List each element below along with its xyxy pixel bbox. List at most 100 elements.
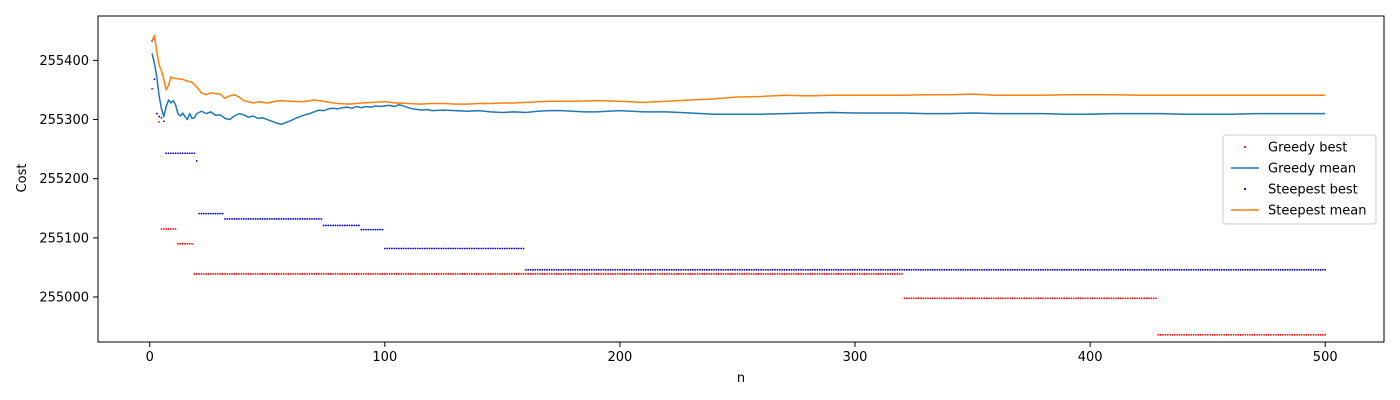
greedy-best-point (567, 273, 570, 275)
greedy-best-point (414, 273, 417, 275)
steepest-best-point (856, 268, 859, 271)
greedy-best-point (938, 297, 941, 300)
steepest-best-point (217, 212, 219, 215)
greedy-best-point (231, 273, 233, 275)
greedy-best-point (637, 273, 640, 275)
greedy-best-point (793, 273, 795, 275)
greedy-best-point (548, 273, 551, 275)
steepest-best-point (1274, 268, 1277, 271)
greedy-best-point (188, 242, 191, 245)
greedy-best-point (162, 228, 165, 230)
steepest-best-point (477, 247, 480, 250)
steepest-best-point (593, 268, 595, 271)
greedy-best-point (301, 273, 304, 275)
steepest-best-point (1185, 268, 1188, 271)
steepest-best-point (976, 268, 979, 271)
greedy-best-point (374, 273, 377, 275)
steepest-best-point (1289, 268, 1291, 271)
greedy-best-point (480, 273, 483, 275)
steepest-best-point (212, 212, 215, 215)
steepest-best-point (668, 268, 671, 271)
greedy-best-point (912, 297, 915, 300)
steepest-best-point (621, 268, 624, 271)
greedy-best-point (320, 273, 323, 275)
steepest-best-point (445, 247, 447, 250)
greedy-best-point (228, 273, 231, 275)
steepest-best-point (581, 268, 584, 271)
greedy-best-point (217, 273, 219, 275)
steepest-best-point (1286, 268, 1289, 271)
steepest-best-point (153, 78, 156, 81)
greedy-best-point (202, 273, 205, 275)
steepest-best-point (1244, 268, 1247, 271)
greedy-best-point (978, 297, 981, 300)
greedy-best-point (360, 273, 363, 275)
steepest-best-point (945, 268, 948, 271)
steepest-best-point (1025, 268, 1028, 271)
steepest-best-point (649, 268, 652, 271)
greedy-best-point (256, 273, 259, 275)
steepest-best-point (179, 152, 182, 155)
steepest-best-point (814, 268, 816, 271)
steepest-best-point (1298, 268, 1301, 271)
steepest-best-point (395, 247, 398, 250)
y-axis: 255000 255100 255200 255300 255400 (39, 54, 98, 306)
steepest-best-point (1068, 268, 1070, 271)
steepest-best-point (1032, 268, 1035, 271)
greedy-best-point (468, 273, 471, 275)
greedy-best-point (1053, 297, 1056, 300)
steepest-best-point (275, 218, 278, 220)
steepest-best-point (489, 247, 492, 250)
greedy-best-point (1079, 297, 1082, 300)
greedy-best-point (343, 273, 346, 275)
steepest-best-point (470, 247, 473, 250)
steepest-best-point (1086, 268, 1089, 271)
greedy-best-point (1082, 297, 1084, 300)
steepest-best-point (1227, 268, 1230, 271)
greedy-best-point (821, 273, 824, 275)
greedy-best-point (372, 273, 374, 275)
greedy-best-point (800, 273, 802, 275)
greedy-best-point (715, 273, 718, 275)
steepest-best-point (828, 268, 831, 271)
greedy-best-point (919, 297, 922, 300)
steepest-best-point (727, 268, 729, 271)
steepest-best-point (619, 268, 621, 271)
steepest-best-point (1115, 268, 1117, 271)
greedy-best-point (1112, 297, 1115, 300)
steepest-best-point (560, 268, 563, 271)
steepest-best-point (661, 268, 664, 271)
greedy-best-point (461, 273, 464, 275)
greedy-best-point (224, 273, 226, 275)
greedy-best-point (388, 273, 391, 275)
steepest-best-point (1150, 268, 1153, 271)
greedy-best-point (738, 273, 741, 275)
greedy-best-point (181, 242, 184, 245)
steepest-best-point (673, 268, 675, 271)
greedy-best-point (809, 273, 812, 275)
greedy-best-point (167, 228, 170, 230)
steepest-best-point (320, 218, 323, 220)
steepest-best-point (414, 247, 417, 250)
greedy-best-point (1267, 334, 1270, 336)
steepest-best-point (386, 247, 389, 250)
greedy-best-point (435, 273, 438, 275)
steepest-best-point (259, 218, 262, 220)
greedy-best-point (1159, 334, 1162, 336)
steepest-best-point (233, 218, 236, 220)
greedy-best-point (706, 273, 708, 275)
steepest-best-point (1282, 268, 1284, 271)
steepest-best-point (896, 268, 899, 271)
greedy-best-point (964, 297, 967, 300)
greedy-best-point (1164, 334, 1167, 336)
greedy-best-point (814, 273, 816, 275)
steepest-best-point (322, 224, 325, 227)
steepest-best-point (767, 268, 769, 271)
greedy-best-point (475, 273, 478, 275)
steepest-best-point (1324, 268, 1327, 271)
greedy-best-point (734, 273, 737, 275)
steepest-best-point (1310, 268, 1313, 271)
greedy-best-point (795, 273, 798, 275)
steepest-best-point (1112, 268, 1115, 271)
greedy-best-point (1096, 297, 1099, 300)
